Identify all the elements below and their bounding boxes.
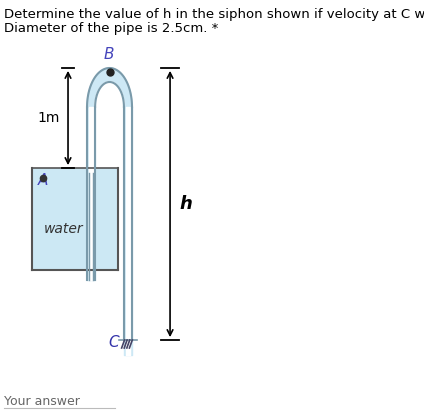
- Polygon shape: [95, 82, 124, 107]
- Text: 1m: 1m: [38, 111, 60, 125]
- Text: B: B: [103, 47, 114, 62]
- Text: water: water: [44, 222, 83, 236]
- Text: Determine the value of h in the siphon shown if velocity at C was 11.7 m/s.: Determine the value of h in the siphon s…: [4, 8, 424, 21]
- Text: h: h: [179, 195, 192, 213]
- Polygon shape: [95, 82, 124, 107]
- Text: Diameter of the pipe is 2.5cm. *: Diameter of the pipe is 2.5cm. *: [4, 22, 218, 35]
- Text: Your answer: Your answer: [4, 395, 80, 408]
- Text: C: C: [109, 334, 119, 349]
- Bar: [32, 168, 118, 270]
- Text: A: A: [37, 173, 48, 188]
- Polygon shape: [87, 68, 132, 107]
